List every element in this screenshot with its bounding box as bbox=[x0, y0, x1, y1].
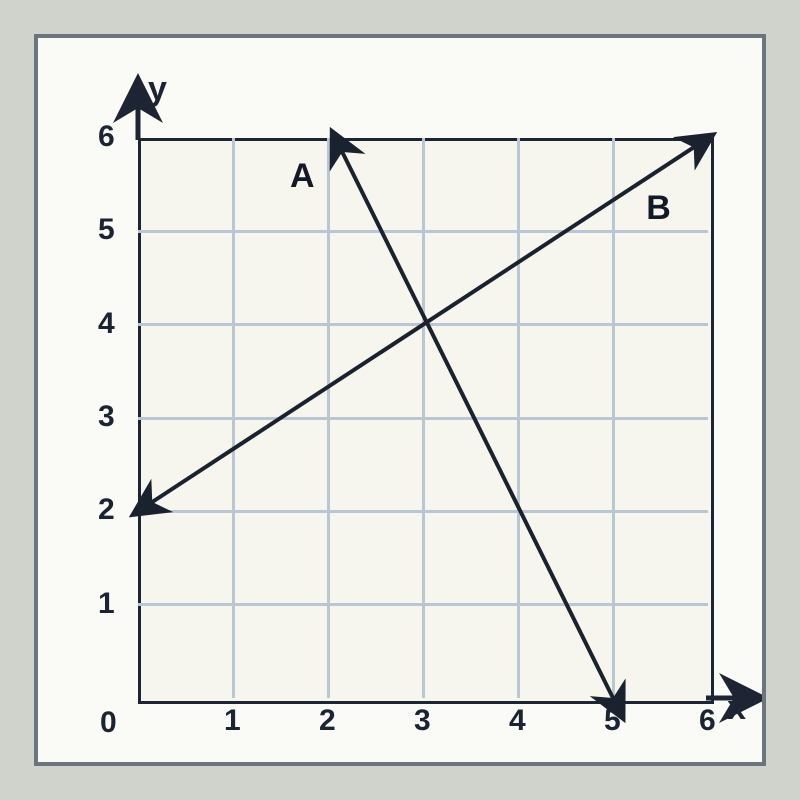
y-tick-4: 4 bbox=[98, 307, 115, 341]
y-tick-6: 6 bbox=[98, 120, 115, 154]
gridline-v bbox=[612, 138, 615, 698]
x-tick-5: 5 bbox=[604, 704, 621, 738]
y-tick-5: 5 bbox=[98, 213, 115, 247]
x-tick-6: 6 bbox=[699, 704, 716, 738]
gridline-v bbox=[422, 138, 425, 698]
plot-panel: y x 0 1 2 3 4 5 6 1 2 3 4 5 6 A B bbox=[38, 38, 762, 762]
series-b-label: B bbox=[646, 189, 671, 228]
chart-box bbox=[138, 138, 714, 704]
x-tick-4: 4 bbox=[509, 704, 526, 738]
y-tick-1: 1 bbox=[98, 587, 115, 621]
gridline-v bbox=[517, 138, 520, 698]
y-tick-2: 2 bbox=[98, 493, 115, 527]
y-axis-label: y bbox=[148, 70, 167, 109]
y-tick-3: 3 bbox=[98, 400, 115, 434]
gridline-v bbox=[232, 138, 235, 698]
series-a-label: A bbox=[290, 157, 315, 196]
origin-label: 0 bbox=[100, 706, 117, 740]
x-tick-1: 1 bbox=[224, 704, 241, 738]
x-tick-2: 2 bbox=[319, 704, 336, 738]
x-axis-label: x bbox=[727, 689, 746, 728]
x-tick-3: 3 bbox=[414, 704, 431, 738]
gridline-v bbox=[327, 138, 330, 698]
outer-frame: y x 0 1 2 3 4 5 6 1 2 3 4 5 6 A B bbox=[34, 34, 766, 766]
